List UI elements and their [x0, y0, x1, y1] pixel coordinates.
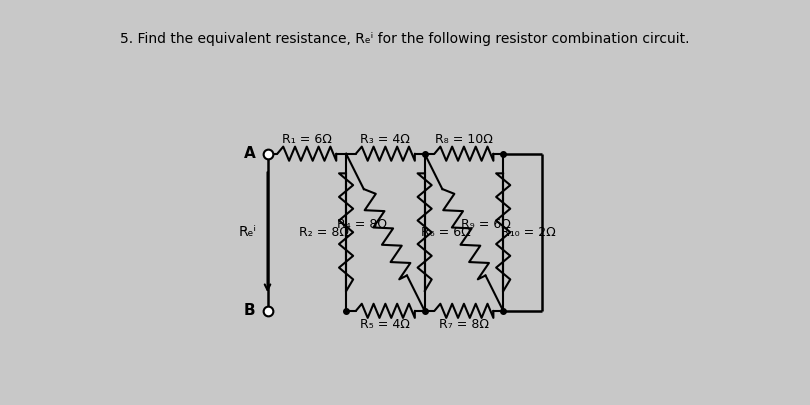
- Text: 5. Find the equivalent resistance, Rₑⁱ for the following resistor combination ci: 5. Find the equivalent resistance, Rₑⁱ f…: [120, 32, 690, 47]
- Text: R₂ = 8Ω: R₂ = 8Ω: [300, 226, 349, 239]
- Text: R₈ = 10Ω: R₈ = 10Ω: [435, 134, 492, 147]
- Text: R₃ = 4Ω: R₃ = 4Ω: [360, 134, 411, 147]
- Text: R₁₀ = 2Ω: R₁₀ = 2Ω: [501, 226, 556, 239]
- Text: R₄ = 8Ω: R₄ = 8Ω: [337, 218, 387, 231]
- Text: Rₑⁱ: Rₑⁱ: [239, 225, 257, 239]
- Text: R₉ = 6Ω: R₉ = 6Ω: [461, 218, 510, 231]
- Text: R₇ = 8Ω: R₇ = 8Ω: [439, 318, 489, 331]
- Text: B: B: [244, 303, 256, 318]
- Text: R₆ = 6Ω: R₆ = 6Ω: [421, 226, 471, 239]
- Text: R₅ = 4Ω: R₅ = 4Ω: [360, 318, 411, 331]
- Text: R₁ = 6Ω: R₁ = 6Ω: [282, 134, 332, 147]
- Text: A: A: [244, 146, 256, 161]
